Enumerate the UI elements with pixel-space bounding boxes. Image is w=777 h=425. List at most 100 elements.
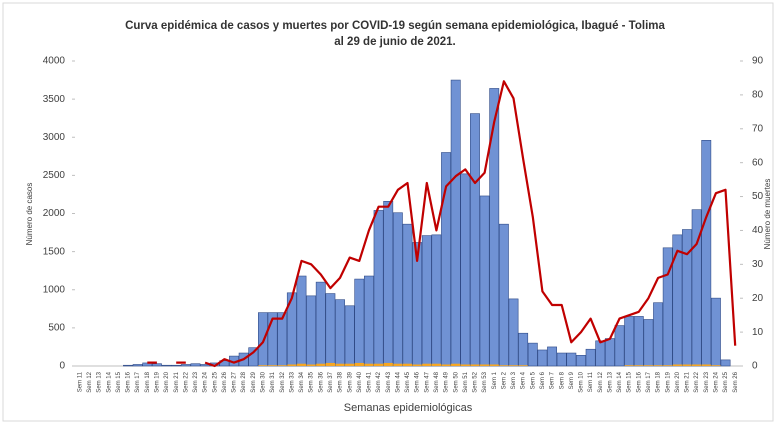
x-tick-label: Sem 21: [174, 371, 180, 392]
bar: [711, 365, 721, 366]
x-tick-label: Sem 22: [694, 371, 700, 392]
bar: [151, 363, 162, 367]
x-tick-label: Sem 51: [463, 371, 469, 392]
x-tick-label: Sem 1: [492, 371, 498, 389]
bar: [624, 316, 635, 367]
x-tick-label: Sem 16: [636, 371, 642, 392]
x-tick-label: Sem 39: [347, 371, 353, 392]
bar: [547, 346, 557, 367]
x-tick-label: Sem 41: [367, 371, 373, 392]
bar: [402, 363, 413, 366]
bar: [633, 316, 644, 367]
x-tick-label: Sem 17: [135, 371, 141, 392]
bar: [518, 332, 529, 367]
bar: [498, 223, 509, 367]
y2-tick-label: 60: [752, 157, 764, 168]
bar: [161, 364, 172, 367]
x-tick-label: Sem 24: [203, 371, 209, 392]
bar: [672, 364, 682, 366]
bar: [604, 338, 615, 367]
bar: [277, 365, 287, 366]
x-tick-label: Sem 6: [540, 371, 546, 389]
bar: [383, 201, 394, 367]
bar: [460, 364, 470, 366]
bar: [306, 295, 317, 367]
x-tick-label: Sem 14: [617, 371, 623, 392]
x-tick-label: Sem 44: [395, 371, 401, 392]
x-tick-label: Sem 21: [685, 371, 691, 392]
bar: [479, 364, 490, 366]
x-tick-label: Sem 4: [521, 371, 527, 389]
chart-title: al 29 de junio de 2021.: [334, 36, 455, 48]
bar: [325, 293, 336, 367]
x-tick-label: Sem 18: [656, 371, 662, 392]
bar: [373, 210, 384, 367]
death-line: [147, 80, 737, 368]
x-tick-label: Sem 37: [328, 371, 334, 392]
x-tick-label: Sem 31: [270, 371, 276, 392]
bar: [335, 363, 345, 366]
y2-axis-title: Número de muertes: [763, 179, 772, 250]
x-tick-label: Sem 3: [511, 371, 517, 389]
bar: [422, 363, 432, 366]
bar: [556, 352, 567, 367]
x-tick-label: Sem 35: [309, 371, 315, 392]
bar: [123, 364, 133, 367]
x-tick-label: Sem 47: [424, 371, 430, 392]
bar: [527, 342, 538, 367]
x-tick-label: Sem 33: [289, 371, 295, 392]
bar: [585, 348, 596, 367]
bar: [392, 212, 403, 367]
x-tick-label: Sem 42: [376, 371, 382, 392]
x-tick-label: Sem 15: [116, 371, 122, 392]
x-tick-label: Sem 19: [665, 371, 671, 392]
x-tick-label: Sem 8: [559, 371, 565, 389]
x-tick-label: Sem 40: [357, 371, 363, 392]
bar: [344, 305, 355, 367]
y-tick-label: 1000: [43, 284, 66, 295]
bar: [402, 223, 413, 367]
bar: [421, 235, 432, 367]
bar: [383, 362, 393, 366]
x-tick-label: Sem 13: [607, 371, 613, 392]
x-tick-label: Sem 10: [579, 371, 585, 392]
bar: [470, 113, 480, 367]
x-tick-label: Sem 29: [251, 371, 257, 392]
x-tick-label: Sem 26: [733, 371, 739, 392]
bar: [653, 302, 664, 367]
y2-tick-label: 70: [752, 123, 764, 134]
x-tick-label: Sem 20: [164, 371, 170, 392]
bar: [325, 362, 336, 366]
x-tick-label: Sem 9: [569, 371, 575, 389]
x-tick-label: Sem 7: [550, 371, 556, 389]
y-tick-label: 1500: [43, 246, 66, 257]
bar: [518, 365, 528, 366]
x-tick-label: Sem 52: [473, 371, 479, 392]
x-tick-label: Sem 22: [183, 371, 189, 392]
bar: [470, 364, 480, 366]
x-tick-label: Sem 11: [588, 371, 594, 392]
x-tick-label: Sem 2: [501, 371, 507, 389]
bar: [479, 195, 490, 367]
y-tick-label: 4000: [43, 56, 66, 67]
bar: [431, 234, 442, 367]
bar: [450, 79, 461, 367]
x-tick-label: Sem 49: [444, 371, 450, 392]
bar: [354, 362, 364, 366]
bar: [287, 364, 297, 366]
x-axis-title: Semanas epidemiológicas: [344, 402, 473, 414]
y2-tick-label: 10: [752, 327, 764, 338]
x-tick-label: Sem 23: [704, 371, 710, 392]
bar: [653, 365, 663, 366]
bar: [489, 88, 500, 367]
y-tick-label: 3000: [43, 132, 66, 143]
bar: [672, 234, 683, 367]
bar: [643, 319, 654, 367]
x-tick-label: Sem 17: [646, 371, 652, 392]
bar: [576, 355, 586, 367]
bar: [720, 359, 731, 367]
bar: [296, 363, 307, 366]
x-tick-label: Sem 30: [261, 371, 267, 392]
bar: [595, 340, 606, 367]
